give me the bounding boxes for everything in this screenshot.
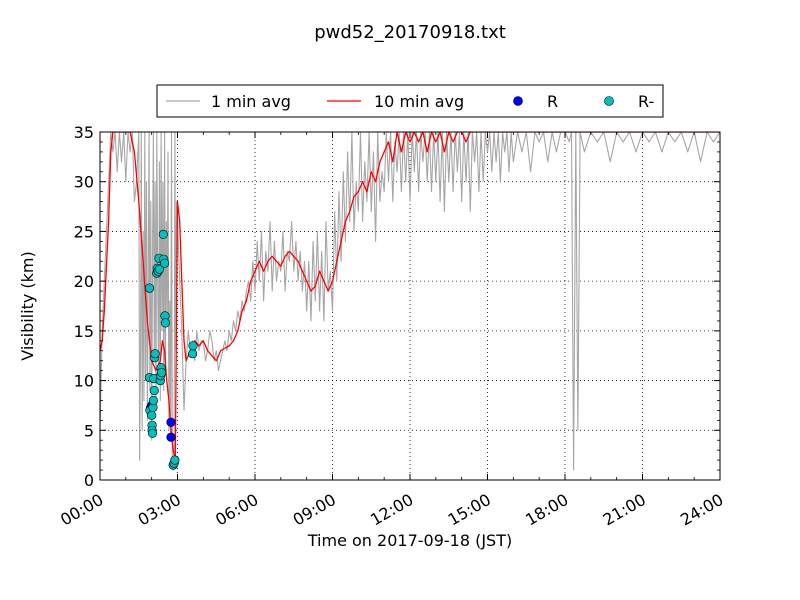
marker-r xyxy=(166,432,176,442)
y-tick-label: 10 xyxy=(74,372,94,391)
legend-label-r: R xyxy=(547,92,558,111)
marker-r-minus xyxy=(157,368,167,378)
chart-title: pwd52_20170918.txt xyxy=(314,22,506,43)
legend-label-r-minus: R- xyxy=(638,92,654,111)
y-tick-label: 0 xyxy=(84,471,94,490)
marker-layer xyxy=(144,229,198,470)
grid-lines xyxy=(100,132,720,480)
marker-r-minus xyxy=(160,258,170,268)
y-tick-label: 30 xyxy=(74,173,94,192)
x-tick-label: 06:00 xyxy=(212,490,261,530)
y-tick-label: 5 xyxy=(84,421,94,440)
legend: 1 min avg 10 min avg R R- xyxy=(156,84,664,118)
series-line-1-min-avg xyxy=(100,132,720,471)
marker-r-minus xyxy=(188,341,198,351)
marker-r-minus xyxy=(158,229,168,239)
series-layer xyxy=(100,132,720,471)
x-tick-label: 21:00 xyxy=(600,490,649,530)
x-tick-label: 15:00 xyxy=(445,490,494,530)
legend-label-1min: 1 min avg xyxy=(211,92,291,111)
y-tick-label: 25 xyxy=(74,222,94,241)
marker-r-minus xyxy=(188,349,198,359)
x-tick-label: 03:00 xyxy=(135,490,184,530)
marker-r-minus xyxy=(154,264,164,274)
legend-marker-r-minus xyxy=(604,96,614,106)
legend-label-10min: 10 min avg xyxy=(374,92,464,111)
marker-r-minus xyxy=(150,349,160,359)
y-tick-label: 35 xyxy=(74,123,94,142)
y-tick-label: 15 xyxy=(74,322,94,341)
y-tick-label: 20 xyxy=(74,272,94,291)
marker-r-minus xyxy=(149,385,159,396)
legend-box xyxy=(156,84,664,118)
marker-r-minus xyxy=(147,410,157,421)
marker-r-minus xyxy=(160,318,170,328)
x-tick-label: 00:00 xyxy=(57,490,106,530)
marker-r-minus xyxy=(148,395,158,406)
y-axis-label: Visibility (km) xyxy=(18,251,37,360)
marker-r-minus xyxy=(147,428,158,438)
legend-marker-r xyxy=(513,96,523,106)
x-tick-label: 12:00 xyxy=(367,490,416,530)
x-tick-label: 18:00 xyxy=(522,490,571,530)
marker-r xyxy=(166,417,176,427)
marker-r-minus xyxy=(144,283,155,293)
x-tick-label: 24:00 xyxy=(677,490,726,530)
series-line-10-min-avg xyxy=(100,132,720,461)
x-tick-label: 09:00 xyxy=(290,490,339,530)
marker-r-minus xyxy=(170,455,180,465)
x-axis-label: Time on 2017-09-18 (JST) xyxy=(307,531,512,550)
